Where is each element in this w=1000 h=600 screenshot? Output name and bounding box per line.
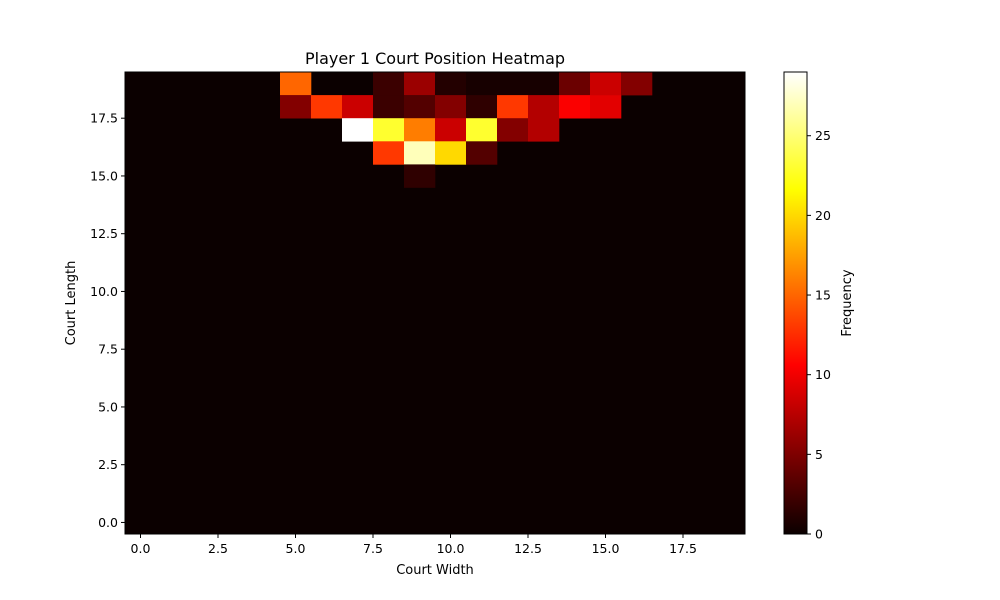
heatmap-cell — [590, 95, 622, 119]
y-tick-label: 12.5 — [90, 226, 118, 241]
heatmap-cell — [435, 141, 467, 165]
heatmap-cell — [373, 141, 405, 165]
heatmap-cell — [497, 95, 529, 119]
x-tick-label: 17.5 — [669, 541, 697, 556]
x-axis-label: Court Width — [396, 563, 474, 578]
heatmap-cell — [404, 95, 436, 119]
colorbar-tick-label: 25 — [815, 128, 831, 143]
heatmap-cell — [373, 118, 405, 142]
heatmap-cell — [497, 72, 529, 96]
y-tick-label: 7.5 — [98, 342, 118, 357]
heatmap-cell — [466, 141, 498, 165]
heatmap-cell — [404, 164, 436, 188]
heatmap-cell — [404, 118, 436, 142]
heatmap-cell — [373, 95, 405, 119]
heatmap-cell — [528, 95, 560, 119]
x-tick-label: 12.5 — [514, 541, 542, 556]
heatmap-cell — [435, 118, 467, 142]
heatmap-cell — [373, 72, 405, 96]
x-tick-label: 0.0 — [131, 541, 151, 556]
heatmap-cell — [559, 95, 591, 119]
x-tick-label: 10.0 — [437, 541, 465, 556]
heatmap-cell — [404, 141, 436, 165]
y-tick-label: 15.0 — [90, 168, 118, 183]
colorbar-tick-label: 5 — [815, 447, 823, 462]
y-tick-label: 5.0 — [98, 399, 118, 414]
colorbar-tick-label: 20 — [815, 208, 831, 223]
y-tick-label: 0.0 — [98, 515, 118, 530]
heatmap-cell — [404, 72, 436, 96]
colorbar-gradient — [783, 71, 808, 535]
heatmap-cell — [342, 118, 374, 142]
heatmap-cell — [528, 118, 560, 142]
heatmap-cell — [466, 118, 498, 142]
heatmap-cells — [280, 72, 653, 188]
x-tick-label: 7.5 — [363, 541, 383, 556]
y-axis-label: Court Length — [64, 261, 79, 346]
colorbar-ticks: 0 5 10 15 20 25 — [807, 128, 831, 542]
colorbar: 0 5 10 15 20 25 Frequency — [783, 71, 855, 542]
heatmap-cell — [311, 95, 343, 119]
x-tick-label: 2.5 — [208, 541, 228, 556]
colorbar-tick-label: 0 — [815, 527, 823, 542]
heatmap-cell — [621, 72, 653, 96]
x-tick-label: 15.0 — [592, 541, 620, 556]
heatmap-cell — [342, 95, 374, 119]
heatmap-cell — [280, 95, 312, 119]
plot-area — [124, 71, 746, 535]
x-tick-label: 5.0 — [286, 541, 306, 556]
heatmap-cell — [559, 72, 591, 96]
heatmap-cell — [497, 118, 529, 142]
heatmap-cell — [280, 72, 312, 96]
y-tick-label: 10.0 — [90, 284, 118, 299]
plot-frame — [124, 71, 746, 535]
chart-title: Player 1 Court Position Heatmap — [305, 49, 565, 68]
heatmap-cell — [435, 72, 467, 96]
y-tick-label: 17.5 — [90, 111, 118, 126]
colorbar-tick-label: 15 — [815, 288, 831, 303]
heatmap-cell — [590, 72, 622, 96]
heatmap-cell — [466, 72, 498, 96]
x-axis-ticks: 0.0 2.5 5.0 7.5 10.0 12.5 15.0 17.5 — [131, 534, 697, 556]
heatmap-cell — [435, 95, 467, 119]
colorbar-label: Frequency — [840, 269, 855, 336]
y-axis-ticks: 0.0 2.5 5.0 7.5 10.0 12.5 15.0 17.5 — [90, 111, 125, 530]
heatmap-cell — [528, 72, 560, 96]
y-tick-label: 2.5 — [98, 457, 118, 472]
heatmap-cell — [466, 95, 498, 119]
colorbar-tick-label: 10 — [815, 367, 831, 382]
